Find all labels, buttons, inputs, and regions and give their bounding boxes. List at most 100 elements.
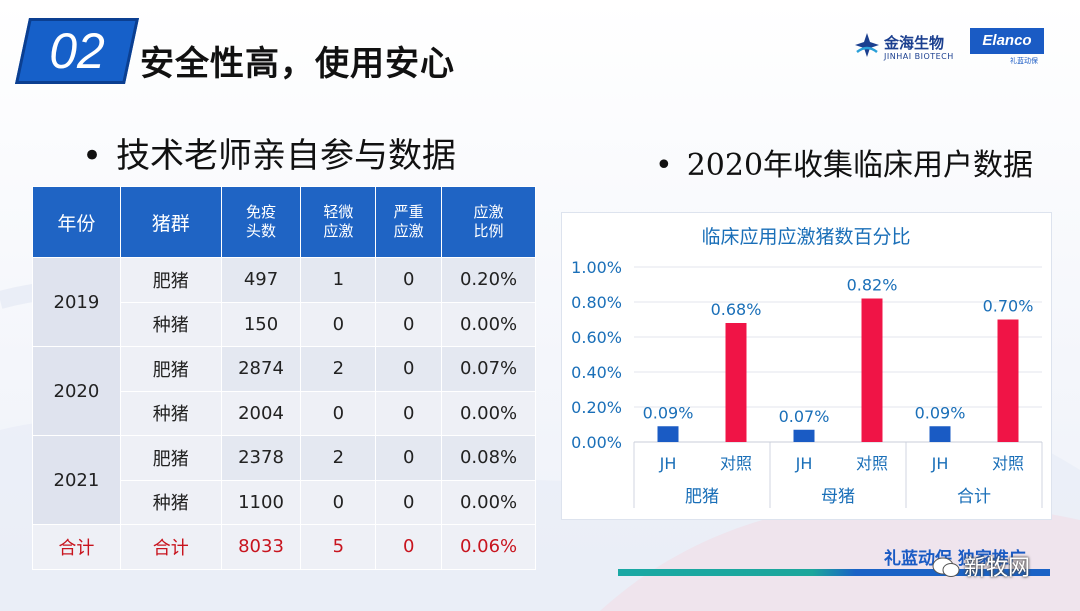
cell-mild: 0 (300, 301, 377, 347)
elanco-logo-text: Elanco (970, 28, 1044, 54)
bullet-dot-icon: • (82, 136, 103, 176)
data-label: 0.09% (915, 403, 966, 422)
x-tick-label: JH (795, 454, 813, 473)
cell-mild: 2 (300, 346, 377, 392)
bar-母猪-JH (793, 429, 815, 442)
cell-immune: 2004 (220, 390, 302, 436)
cell-mild: 0 (300, 390, 377, 436)
bullet-dot-icon: • (655, 148, 673, 183)
cell-ratio: 0.00% (441, 479, 536, 525)
jinhai-logo-cn: 金海生物 (884, 34, 945, 52)
x-tick-label: 对照 (856, 454, 888, 473)
cell-total-ratio: 0.06% (441, 524, 536, 570)
cell-group: 肥猪 (119, 257, 222, 303)
cell-group: 种猪 (119, 479, 222, 525)
bar-肥猪-对照 (725, 323, 747, 442)
cell-ratio: 0.08% (441, 435, 536, 481)
col-header-group: 猪群 (119, 186, 222, 258)
col-header-mild: 轻微 应激 (300, 186, 377, 258)
cell-year: 2021 (32, 435, 121, 525)
y-tick-label: 0.80% (571, 293, 622, 312)
cell-mild: 2 (300, 435, 377, 481)
elanco-logo-sub: 礼蓝动保 (1010, 57, 1038, 65)
bottom-accent-line (618, 569, 1050, 576)
bar-母猪-对照 (861, 298, 883, 442)
table-header-row: 年份 猪群 免疫 头数 轻微 应激 严重 应激 应激 比例 (32, 186, 536, 258)
slide-title: 安全性高，使用安心 (140, 44, 455, 84)
y-tick-label: 1.00% (571, 258, 622, 277)
group-label: 合计 (957, 487, 991, 507)
cell-immune: 2874 (220, 346, 302, 392)
cell-mild: 0 (300, 479, 377, 525)
cell-severe: 0 (375, 346, 443, 392)
chart-title: 临床应用应激猪数百分比 (701, 226, 910, 248)
cell-severe: 0 (375, 257, 443, 303)
cell-severe: 0 (375, 301, 443, 347)
cell-severe: 0 (375, 390, 443, 436)
jinhai-emblem-icon (855, 33, 879, 57)
group-label: 肥猪 (685, 487, 719, 507)
cell-ratio: 0.00% (441, 390, 536, 436)
x-tick-label: 对照 (720, 454, 752, 473)
bullet-right-text: 2020年收集临床用户数据 (686, 148, 1034, 183)
chart-panel: 临床应用应激猪数百分比 0.00% 0.20% 0.40% 0.60% 0.80% 1.0… (561, 212, 1052, 520)
elanco-logo: Elanco 礼蓝动保 (970, 28, 1044, 66)
y-tick-label: 0.40% (571, 363, 622, 382)
cell-severe: 0 (375, 435, 443, 481)
cell-total-severe: 0 (375, 524, 443, 570)
cell-mild: 1 (300, 257, 377, 303)
group-label: 母猪 (821, 487, 855, 507)
cell-immune: 497 (220, 257, 302, 303)
data-label: 0.07% (779, 407, 830, 426)
bar-肥猪-JH (657, 426, 679, 442)
cell-ratio: 0.00% (441, 301, 536, 347)
table-row: 种猪 1100 0 0 0.00% (33, 479, 536, 525)
col-header-year: 年份 (32, 186, 121, 258)
bullet-left-text: 技术老师亲自参与数据 (116, 136, 457, 176)
cell-group: 肥猪 (119, 435, 222, 481)
y-tick-label: 0.20% (571, 398, 622, 417)
x-tick-label: JH (659, 454, 677, 473)
cell-severe: 0 (375, 479, 443, 525)
x-tick-label: 对照 (992, 454, 1024, 473)
cell-total-mild: 5 (300, 524, 377, 570)
bar-合计-对照 (997, 319, 1019, 442)
cell-group: 肥猪 (119, 346, 222, 392)
table-row: 2019 肥猪 497 1 0 0.20% (32, 257, 536, 347)
table-row: 2021 肥猪 2378 2 0 0.08% (32, 435, 536, 525)
cell-total-year: 合计 (32, 524, 121, 570)
cell-year: 2020 (32, 346, 121, 436)
cell-immune: 150 (220, 301, 302, 347)
table-row: 种猪 150 0 0 0.00% (33, 301, 536, 347)
jinhai-logo: 金海生物 JINHAI BIOTECH (852, 30, 962, 66)
cell-year: 2019 (32, 257, 121, 347)
data-label: 0.68% (711, 300, 762, 319)
section-badge: 02 (14, 18, 140, 84)
table-row: 2020 肥猪 2874 2 0 0.07% (32, 346, 536, 436)
table-total-row: 合计 合计 8033 5 0 0.06% (32, 524, 536, 570)
data-table: 年份 猪群 免疫 头数 轻微 应激 严重 应激 应激 比例 2019 肥猪 497 1 … (32, 186, 536, 570)
cell-total-immune: 8033 (220, 524, 302, 570)
col-header-severe: 严重 应激 (375, 186, 443, 258)
cell-immune: 1100 (220, 479, 302, 525)
col-header-immune: 免疫 头数 (220, 186, 302, 258)
cell-group: 种猪 (119, 390, 222, 436)
y-tick-label: 0.60% (571, 328, 622, 347)
data-label: 0.82% (847, 276, 898, 295)
cell-ratio: 0.20% (441, 257, 536, 303)
wechat-icon (932, 557, 960, 577)
cell-group: 种猪 (119, 301, 222, 347)
bullet-right: • 2020年收集临床用户数据 (655, 140, 1033, 184)
watermark-text: 新牧网 (964, 556, 1031, 581)
x-tick-label: JH (931, 454, 949, 473)
y-tick-label: 0.00% (571, 433, 622, 452)
data-label: 0.09% (643, 403, 694, 422)
jinhai-logo-en: JINHAI BIOTECH (884, 52, 954, 61)
section-number: 02 (49, 23, 105, 79)
bar-chart: 临床应用应激猪数百分比 0.00% 0.20% 0.40% 0.60% 0.80% 1.0… (571, 226, 1043, 508)
cell-total-group: 合计 (119, 524, 222, 570)
bar-合计-JH (929, 426, 951, 442)
bullet-left: • 技术老师亲自参与数据 (82, 128, 456, 177)
data-label: 0.70% (983, 297, 1034, 316)
col-header-ratio: 应激 比例 (441, 186, 536, 258)
